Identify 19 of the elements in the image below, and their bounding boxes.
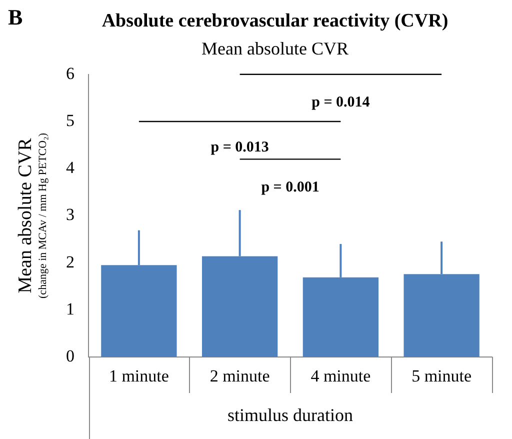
- y-tick-label: 5: [66, 110, 74, 130]
- annotation: p = 0.013: [210, 139, 269, 156]
- annotation: p = 0.001: [261, 179, 320, 196]
- y-tick-label: 1: [66, 299, 74, 318]
- x-tick-label: 4 minute: [310, 366, 371, 386]
- x-axis-title: stimulus duration: [228, 404, 353, 425]
- x-tick-label: 5 minute: [412, 366, 472, 386]
- y-tick-label: 0: [66, 346, 74, 366]
- y-tick-label: 2: [66, 252, 74, 272]
- x-tick-label: 1 minute: [108, 366, 169, 386]
- text: B: [8, 4, 23, 30]
- y-tick-label: 3: [66, 205, 74, 224]
- annotation: p = 0.014: [312, 94, 370, 111]
- chart-subtitle: Mean absolute CVR: [202, 38, 348, 58]
- y-tick-label: 4: [66, 158, 75, 178]
- y-tick-label: 6: [66, 64, 74, 83]
- y-axis-title: Mean absolute CVR (change in MCAv / mm Hg PETCO₂): [14, 132, 49, 298]
- x-tick-label: 2 minute: [210, 366, 270, 386]
- chart-title: Absolute cerebrovascular reactivity (CVR): [102, 10, 448, 32]
